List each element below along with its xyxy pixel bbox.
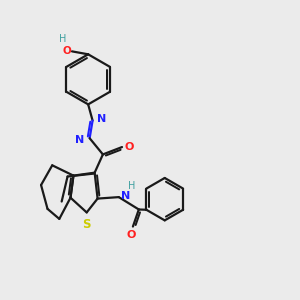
Text: O: O xyxy=(124,142,134,152)
Text: O: O xyxy=(63,46,71,56)
Text: H: H xyxy=(128,181,135,191)
Text: N: N xyxy=(97,114,106,124)
Text: N: N xyxy=(75,135,84,145)
Text: S: S xyxy=(82,218,91,231)
Text: H: H xyxy=(59,34,67,44)
Text: N: N xyxy=(121,191,130,201)
Text: O: O xyxy=(127,230,136,239)
